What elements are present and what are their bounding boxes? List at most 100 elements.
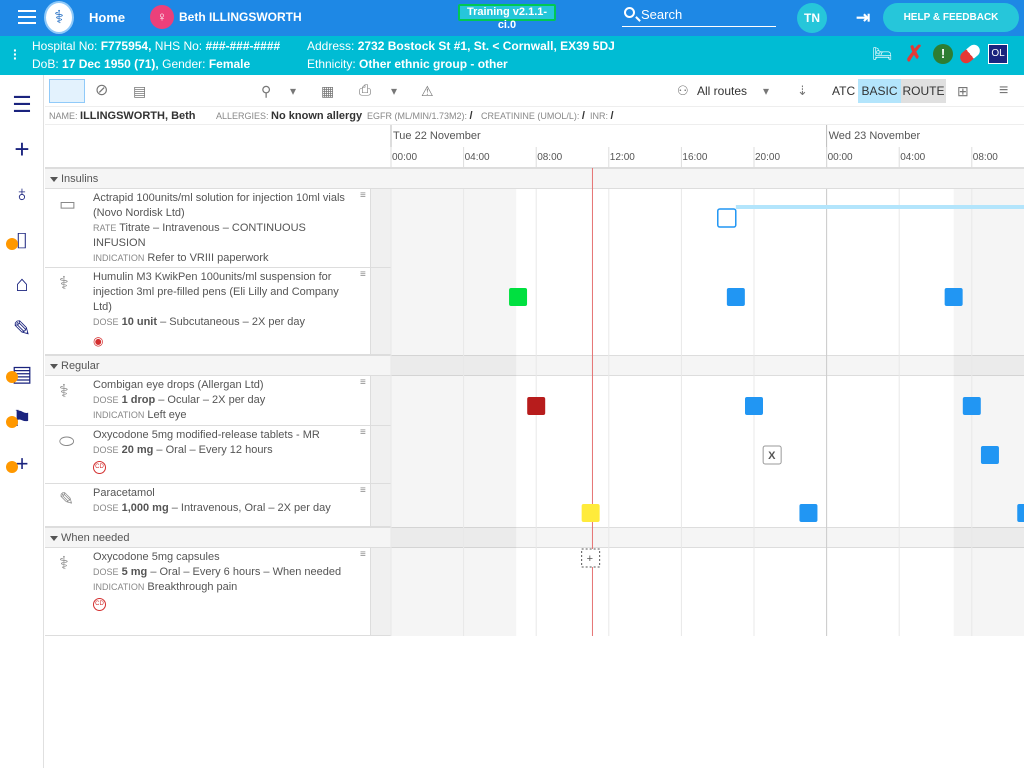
medication-row[interactable]: ✎ Paracetamol DOSE 1,000 mg – Intravenous,… — [45, 484, 371, 527]
row-menu-icon[interactable]: ≡ — [360, 269, 366, 280]
female-patient-icon: ♀ — [150, 5, 174, 29]
controlled-drug-icon: CD — [93, 598, 106, 611]
grid-icon[interactable]: ⊞ — [957, 83, 969, 99]
more-vertical-icon[interactable]: · · · — [13, 42, 18, 66]
row-gutter — [371, 376, 391, 426]
document-icon[interactable]: ▤ — [133, 83, 147, 99]
route-button[interactable]: ROUTE — [901, 79, 946, 103]
row-menu-icon[interactable]: ≡ — [360, 190, 366, 201]
day-label: Tue 22 November — [393, 130, 481, 142]
atc-button[interactable]: ATC — [832, 84, 856, 98]
app-logo: ⚕ — [44, 1, 74, 34]
medication-row[interactable]: ⚕ Humulin M3 KwikPen 100units/ml suspensi… — [45, 268, 371, 355]
date-of-birth: 17 Dec 1950 (71), — [62, 57, 159, 71]
patient-banner: · · · Hospital No: F775954, NHS No: ###-##… — [0, 36, 1024, 75]
row-gutter — [371, 189, 391, 268]
menu-icon[interactable] — [18, 10, 36, 26]
medication-row[interactable]: ⚕ Combigan eye drops (Allergan Ltd) DOSE 1… — [45, 376, 371, 426]
medication-name: Oxycodone 5mg capsules — [93, 551, 220, 563]
medication-row[interactable]: ▭ Actrapid 100units/ml solution for injec… — [45, 189, 371, 268]
administer-icon[interactable] — [49, 79, 85, 103]
basic-button[interactable]: BASIC — [858, 79, 901, 103]
camera-icon[interactable]: ⌷ — [15, 228, 29, 253]
home-link[interactable]: Home — [89, 10, 126, 25]
inr: / — [610, 110, 614, 122]
alert-triangle-icon[interactable]: ⚠ — [421, 83, 434, 99]
egfr: / — [469, 110, 473, 122]
patient-summary-bar: NAME: ILLINGSWORTH, Beth ALLERGIES: No k… — [45, 108, 1024, 125]
hour-tick-label: 04:00 — [465, 152, 490, 163]
section-insulins[interactable]: Insulins — [45, 168, 1024, 189]
edit-note-icon[interactable]: ✎ — [12, 316, 32, 341]
dose-x-label: X — [768, 450, 776, 462]
hour-tick-label: 04:00 — [900, 152, 925, 163]
night-shade — [953, 189, 1024, 636]
hour-tick-label: 00:00 — [828, 152, 853, 163]
calendar-add-icon[interactable]: ▦ — [321, 83, 335, 99]
medication-type-icon: ⚕ — [59, 381, 69, 401]
ol-badge[interactable]: OL — [988, 44, 1008, 64]
dose-given — [509, 288, 528, 306]
medication-chart: Insulins ▭ Actrapid 100units/ml solution f… — [45, 168, 1024, 768]
row-menu-icon[interactable]: ≡ — [360, 377, 366, 388]
sort-icon[interactable]: ⇣ — [797, 83, 808, 98]
medication-type-icon: ⬭ — [59, 431, 75, 451]
prn-add-dose — [581, 548, 601, 568]
dose-missed — [527, 397, 546, 415]
dose-due — [726, 288, 745, 306]
red-cross-icon[interactable]: ✗ — [905, 41, 924, 66]
row-gutter — [371, 484, 391, 527]
address: 2732 Bostock St #1, St. < Cornwall, EX39… — [357, 39, 615, 53]
help-feedback-button[interactable]: HELP & FEEDBACK — [883, 3, 1019, 32]
dose-due — [1017, 504, 1024, 522]
medication-name: Paracetamol — [93, 487, 155, 499]
row-menu-icon[interactable]: ≡ — [360, 485, 366, 496]
controlled-drug-icon: CD — [93, 461, 106, 474]
day-label: Wed 23 November — [829, 130, 921, 142]
add-icon[interactable]: + — [14, 134, 30, 164]
hospital-number: F775954, — [100, 39, 152, 53]
dose-due — [799, 504, 818, 522]
print-icon[interactable]: ⎙ — [359, 82, 372, 99]
routes-select[interactable]: All routes — [697, 84, 748, 98]
row-gutter — [371, 426, 391, 484]
add-record-icon[interactable]: + — [15, 451, 29, 476]
bed-icon[interactable]: 🛏 — [872, 46, 893, 63]
hour-tick-label: 12:00 — [610, 152, 635, 163]
search-input[interactable]: Search — [622, 5, 776, 27]
home-plus-icon[interactable]: ⌂ — [15, 271, 29, 296]
patient-name[interactable]: Beth ILLINGSWORTH — [179, 10, 302, 24]
section-when-needed[interactable]: When needed — [45, 527, 1024, 548]
dose-not-given — [762, 445, 782, 465]
medication-name: Actrapid 100units/ml solution for inject… — [93, 192, 345, 219]
hour-tick-label: 20:00 — [755, 152, 780, 163]
row-menu-icon[interactable]: ≡ — [360, 549, 366, 560]
medication-type-icon: ⚕ — [59, 273, 69, 293]
user-avatar[interactable]: TN — [797, 3, 827, 33]
dose-due — [745, 397, 763, 415]
medication-row[interactable]: ⚕ Oxycodone 5mg capsules DOSE 5 mg – Oral … — [45, 548, 371, 636]
allergies: No known allergy — [271, 110, 363, 122]
training-badge: Training v2.1.1-ci.0 — [458, 4, 556, 31]
dropdown-icon[interactable]: ▾ — [290, 84, 297, 98]
creatinine: / — [581, 110, 585, 122]
dose-pending — [717, 208, 737, 228]
logout-icon[interactable]: ⇥ — [856, 8, 871, 27]
gender: Female — [208, 57, 251, 71]
row-menu-icon[interactable]: ≡ — [360, 427, 366, 438]
list-icon[interactable]: ☰ — [12, 92, 32, 117]
section-regular[interactable]: Regular — [45, 355, 1024, 376]
disabled-icon[interactable]: ⊘ — [95, 82, 109, 99]
routes-dropdown-icon[interactable]: ▾ — [763, 84, 770, 98]
add-drug-icon[interactable]: ⚲ — [261, 83, 272, 99]
stethoscope-icon[interactable]: ♁ — [13, 181, 31, 206]
medication-row[interactable]: ⬭ Oxycodone 5mg modified-release tablets … — [45, 426, 371, 484]
more-menu-icon[interactable]: ≡ — [999, 82, 1009, 99]
dose-due — [944, 288, 963, 306]
hour-tick-label: 16:00 — [682, 152, 707, 163]
medication-name: Oxycodone 5mg modified-release tablets -… — [93, 429, 320, 441]
print-dropdown-icon[interactable]: ▾ — [391, 84, 398, 98]
warning-icon[interactable]: ! — [933, 44, 953, 64]
prn-plus-label: + — [587, 553, 593, 565]
lock-icon — [6, 416, 18, 428]
